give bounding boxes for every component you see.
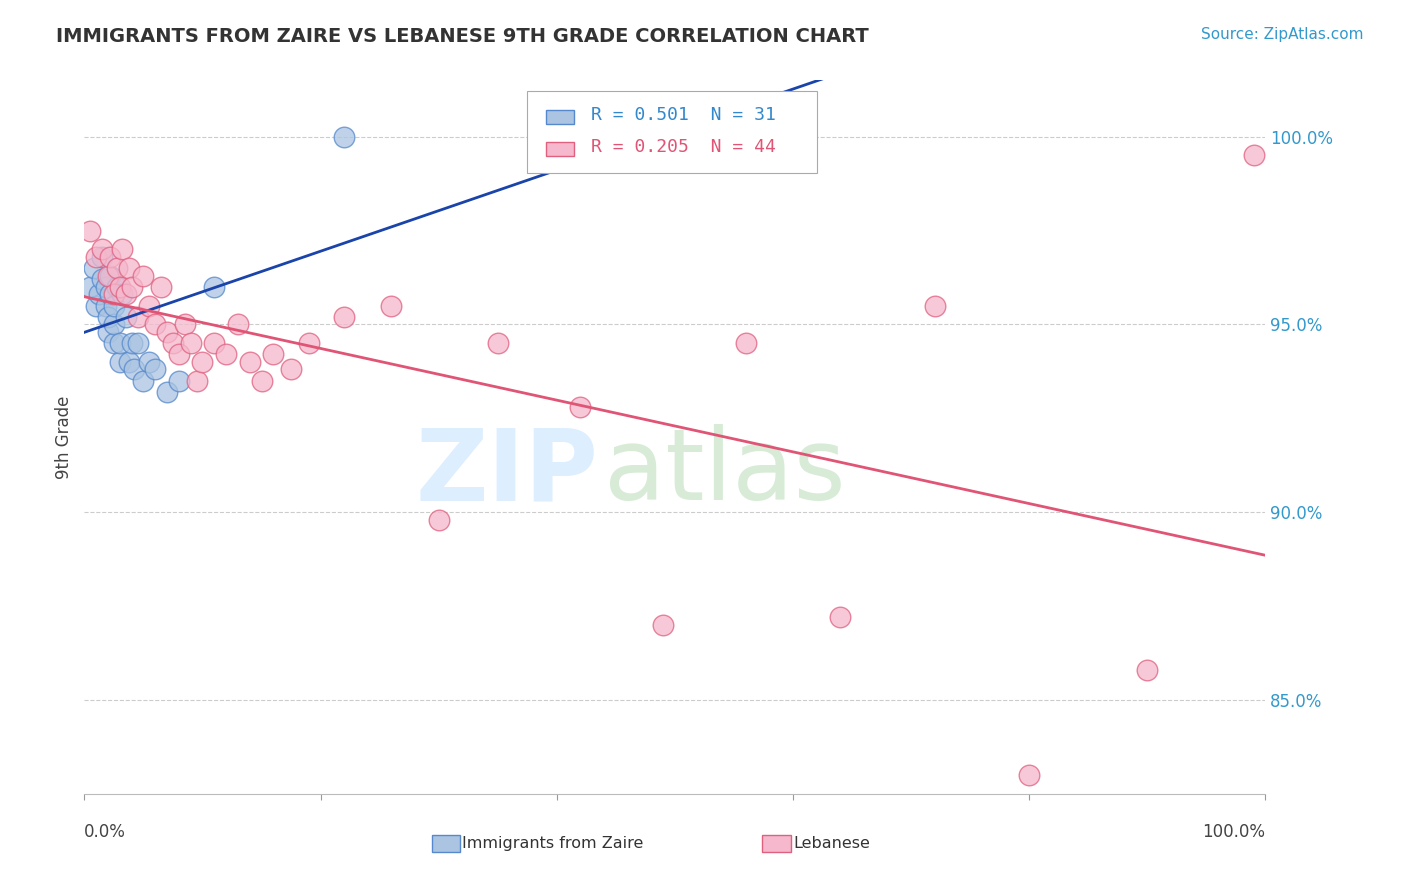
Text: 100.0%: 100.0%	[1202, 822, 1265, 840]
Y-axis label: 9th Grade: 9th Grade	[55, 395, 73, 479]
Point	[79, 223, 101, 237]
Point	[127, 310, 149, 324]
Point	[173, 318, 195, 332]
Point	[167, 374, 190, 388]
Point	[118, 355, 141, 369]
FancyBboxPatch shape	[432, 835, 460, 852]
Point	[486, 336, 509, 351]
Point	[830, 610, 852, 624]
Point	[121, 280, 143, 294]
Point	[162, 336, 184, 351]
Point	[250, 374, 273, 388]
Point	[156, 384, 179, 399]
Point	[333, 129, 356, 144]
Point	[226, 318, 249, 332]
Point	[215, 347, 238, 361]
Point	[103, 287, 125, 301]
Text: R = 0.501  N = 31: R = 0.501 N = 31	[591, 105, 776, 123]
Point	[202, 336, 225, 351]
Point	[138, 355, 160, 369]
Point	[156, 325, 179, 339]
Point	[180, 336, 202, 351]
Point	[94, 280, 117, 294]
Point	[108, 355, 131, 369]
Point	[107, 261, 129, 276]
Text: ZIP: ZIP	[415, 425, 598, 521]
Point	[94, 299, 117, 313]
Text: Lebanese: Lebanese	[793, 837, 870, 851]
Point	[734, 336, 756, 351]
Point	[138, 299, 160, 313]
Point	[132, 374, 155, 388]
Point	[103, 318, 125, 332]
Point	[652, 618, 675, 632]
Point	[1136, 663, 1159, 677]
Point	[150, 280, 173, 294]
Point	[84, 299, 107, 313]
Point	[132, 268, 155, 283]
Point	[262, 347, 284, 361]
Point	[1018, 768, 1040, 782]
Point	[114, 287, 136, 301]
Point	[202, 280, 225, 294]
Point	[91, 242, 114, 256]
Point	[108, 280, 131, 294]
Text: atlas: atlas	[605, 425, 845, 521]
Point	[380, 299, 402, 313]
Point	[98, 287, 121, 301]
Point	[84, 250, 107, 264]
Point	[118, 261, 141, 276]
Point	[298, 336, 321, 351]
Point	[79, 280, 101, 294]
Point	[107, 280, 129, 294]
FancyBboxPatch shape	[762, 835, 790, 852]
Point	[280, 362, 302, 376]
Point	[98, 250, 121, 264]
Text: IMMIGRANTS FROM ZAIRE VS LEBANESE 9TH GRADE CORRELATION CHART: IMMIGRANTS FROM ZAIRE VS LEBANESE 9TH GR…	[56, 27, 869, 45]
Point	[87, 287, 110, 301]
Point	[239, 355, 262, 369]
Text: Immigrants from Zaire: Immigrants from Zaire	[463, 837, 644, 851]
Point	[569, 400, 592, 414]
Text: Source: ZipAtlas.com: Source: ZipAtlas.com	[1201, 27, 1364, 42]
Point	[127, 336, 149, 351]
Point	[103, 299, 125, 313]
FancyBboxPatch shape	[546, 110, 575, 124]
Point	[103, 336, 125, 351]
Point	[111, 287, 134, 301]
Point	[924, 299, 946, 313]
Point	[97, 268, 120, 283]
Point	[167, 347, 190, 361]
Point	[114, 310, 136, 324]
Point	[111, 242, 134, 256]
Point	[91, 250, 114, 264]
Point	[97, 325, 120, 339]
Text: R = 0.205  N = 44: R = 0.205 N = 44	[591, 137, 776, 155]
Point	[108, 336, 131, 351]
Point	[83, 261, 105, 276]
Point	[143, 318, 166, 332]
Point	[1243, 148, 1265, 162]
Point	[122, 362, 145, 376]
Point	[97, 310, 120, 324]
Point	[186, 374, 208, 388]
Point	[191, 355, 214, 369]
Point	[121, 336, 143, 351]
Text: 0.0%: 0.0%	[84, 822, 127, 840]
Point	[143, 362, 166, 376]
FancyBboxPatch shape	[546, 142, 575, 156]
Point	[333, 310, 356, 324]
FancyBboxPatch shape	[527, 91, 817, 173]
Point	[91, 272, 114, 286]
Point	[427, 513, 450, 527]
Point	[98, 268, 121, 283]
